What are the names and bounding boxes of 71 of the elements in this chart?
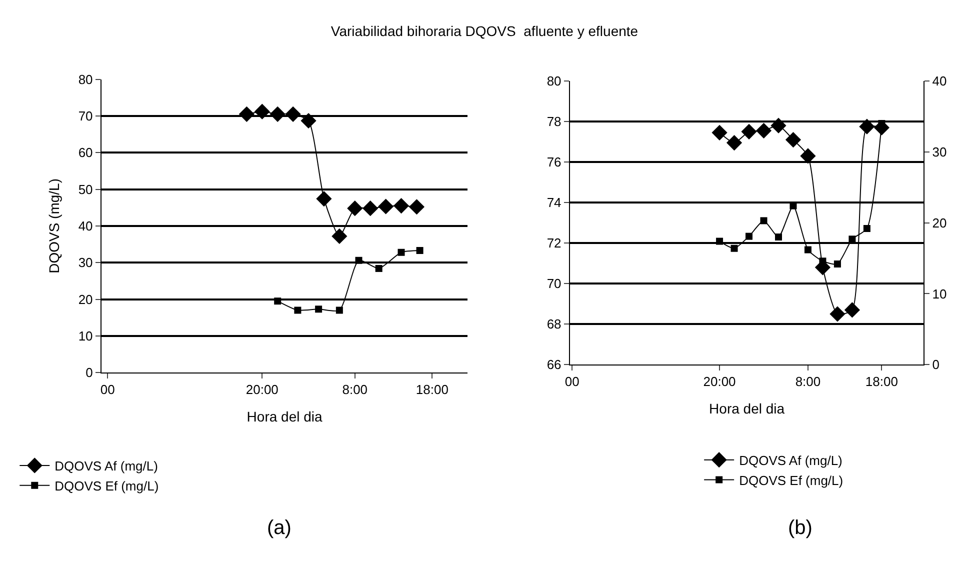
point [362, 200, 378, 216]
y-tick-label: 60 [78, 145, 93, 160]
point [834, 260, 841, 268]
point [770, 118, 786, 134]
x-tick-label: 8:00 [342, 382, 368, 398]
point [800, 148, 816, 164]
legend-label: DQOVS Ef (mg/L) [54, 478, 159, 494]
x-tick-label: 00 [564, 374, 580, 390]
y-tick-label: 72 [546, 236, 562, 251]
chart-title: Variabilidad bihoraria DQOVS afluente y efluente [330, 22, 638, 39]
legend-label: DQOVS Af (mg/L) [739, 452, 842, 468]
x-axis-title: Hora del dia [246, 408, 323, 424]
y-tick-label: 0 [86, 365, 93, 380]
y-tick-label: 80 [78, 72, 93, 87]
point [393, 198, 410, 214]
y-tick-label: 76 [546, 154, 562, 170]
y2-tick-label: 30 [932, 144, 947, 160]
x-tick-label: 20:00 [703, 374, 736, 390]
point [848, 236, 856, 243]
y-tick-label: 80 [546, 74, 562, 89]
point [712, 124, 728, 140]
y-tick-label: 70 [546, 276, 562, 292]
point [804, 246, 812, 254]
point [830, 306, 846, 322]
point [300, 112, 316, 129]
point [378, 198, 394, 214]
y2-tick-label: 20 [932, 215, 947, 230]
point [760, 217, 768, 224]
point [254, 104, 270, 120]
point [730, 244, 738, 252]
point [859, 118, 875, 134]
y-tick-label: 10 [78, 328, 93, 344]
point [844, 302, 860, 318]
y-axis-title: DQOVS (mg/L) [46, 178, 62, 274]
point [863, 225, 870, 232]
y-tick-label: 20 [78, 292, 93, 307]
x-tick-label: 18:00 [416, 382, 448, 398]
y2-tick-label: 40 [932, 74, 947, 89]
point [347, 200, 363, 216]
point [785, 132, 802, 148]
x-tick-label: 18:00 [865, 374, 898, 390]
y-tick-label: 70 [78, 108, 93, 124]
point [332, 228, 348, 244]
y-tick-label: 50 [78, 182, 93, 197]
point [316, 191, 332, 207]
legend-label: DQOVS Af (mg/L) [54, 458, 158, 474]
point [741, 124, 757, 140]
y-tick-label: 68 [546, 316, 562, 332]
y2-tick-label: 10 [932, 286, 947, 302]
text: (b) [788, 517, 812, 539]
y-tick-label: 78 [546, 114, 562, 130]
y-tick-label: 66 [546, 357, 562, 372]
x-tick-label: 8:00 [795, 374, 821, 390]
point [756, 122, 772, 138]
point [746, 232, 753, 240]
y2-tick-label: 0 [932, 357, 940, 372]
point [726, 135, 742, 151]
point [270, 106, 286, 122]
point [716, 238, 724, 245]
y-tick-label: 74 [546, 195, 562, 210]
point [285, 106, 301, 122]
text: (a) [267, 517, 292, 539]
x-tick-label: 00 [100, 382, 115, 398]
point [408, 199, 425, 215]
x-axis-title: Hora del dia [709, 400, 785, 417]
x-tick-label: 20:00 [246, 382, 278, 398]
point [774, 234, 782, 241]
legend-label: DQOVS Ef (mg/L) [739, 472, 844, 488]
y-tick-label: 30 [78, 255, 93, 270]
y-tick-label: 40 [78, 218, 93, 234]
point [238, 106, 254, 122]
